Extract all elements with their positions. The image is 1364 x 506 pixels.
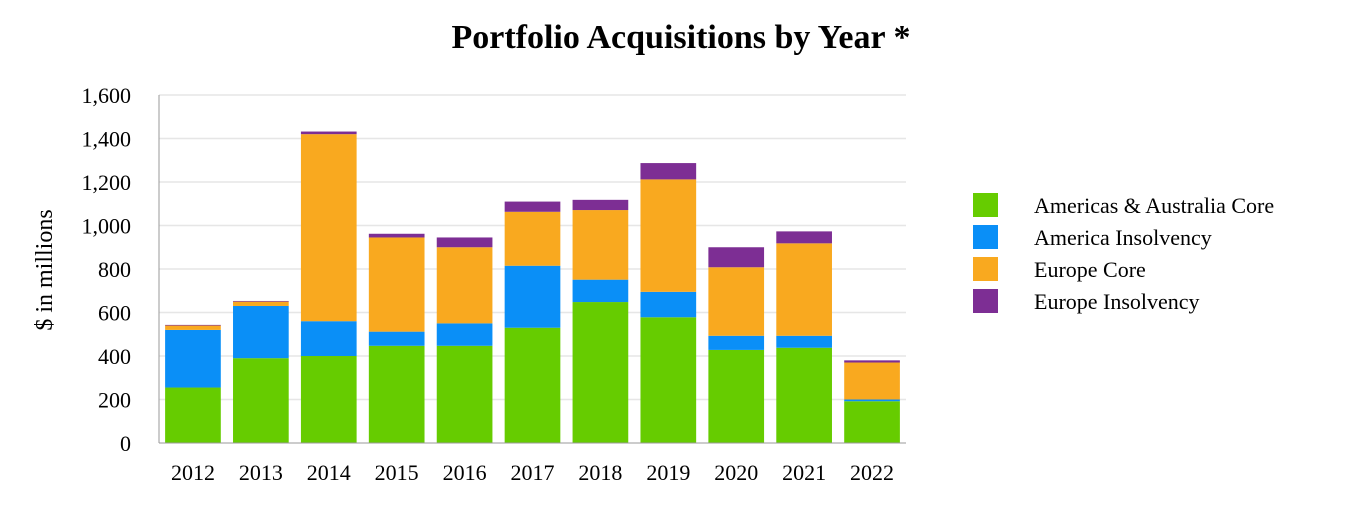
x-axis-ticks: 2012 2013 2014 2015 2016 2017 2018 2019 2020 2021… [171,460,894,485]
bar-segment [708,247,765,268]
bars [165,131,900,443]
x-tick-label: 2015 [375,460,419,485]
bar-segment [776,243,832,336]
x-tick-label: 2013 [239,460,283,485]
y-tick-label: 1,200 [82,170,132,195]
bar-segment [776,335,832,348]
legend-swatch [973,257,998,281]
bar-segment [504,211,561,266]
y-tick-label: 1,000 [82,214,132,239]
bar-segment [844,362,900,400]
bar-segment [844,360,900,363]
y-tick-label: 1,400 [82,127,132,152]
bar-segment [368,233,425,238]
bar-segment [572,279,629,303]
x-tick-label: 2020 [714,460,758,485]
bar-segment [233,305,289,359]
legend-swatch [973,193,998,217]
bar-segment [300,356,357,443]
y-tick-label: 800 [98,257,131,282]
bar-segment [233,358,289,443]
legend-label: Americas & Australia Core [1034,193,1274,218]
bar-segment [572,199,629,211]
bar-segment [436,323,493,346]
bar-segment [233,301,289,306]
y-tick-label: 600 [98,301,131,326]
bar-segment [504,327,561,443]
bar-segment [300,134,357,322]
bar-segment [572,302,629,443]
legend-label: Europe Insolvency [1034,289,1200,314]
x-tick-label: 2017 [511,460,555,485]
legend-label: America Insolvency [1034,225,1212,250]
x-tick-label: 2022 [850,460,894,485]
bar-segment [165,387,221,443]
bar-segment [776,347,832,443]
bar-segment [640,291,697,318]
bar-segment [165,325,221,330]
x-tick-label: 2018 [578,460,622,485]
bar-segment [844,401,900,443]
bar-segment [504,265,561,328]
legend-label: Europe Core [1034,257,1146,282]
bar-segment [368,331,425,346]
y-tick-label: 400 [98,344,131,369]
bar-segment [233,300,289,302]
bar-segment [640,163,697,180]
bar-segment [300,131,357,135]
y-tick-label: 1,600 [82,83,132,108]
legend-swatch [973,225,998,249]
bar-segment [572,210,629,280]
bar-segment [368,237,425,332]
bar-segment [640,317,697,443]
x-tick-label: 2021 [782,460,826,485]
bar-segment [708,335,765,350]
bar-segment [436,237,493,248]
bar-segment [300,321,357,356]
chart-title: Portfolio Acquisitions by Year * [451,19,910,56]
bar-segment [436,345,493,443]
x-tick-label: 2014 [307,460,351,485]
y-axis-ticks: 0 200 400 600 800 1,000 1,200 1,400 1,600 [82,83,132,456]
y-tick-label: 0 [120,431,131,456]
bar-segment [504,201,561,212]
bar-segment [165,329,221,388]
bar-segment [776,231,832,244]
bar-segment [165,324,221,326]
x-tick-label: 2019 [646,460,690,485]
bar-segment [368,345,425,443]
y-tick-label: 200 [98,388,131,413]
legend-swatch [973,289,998,313]
legend: Americas & Australia Core America Insolve… [973,193,1274,314]
x-tick-label: 2016 [443,460,487,485]
bar-segment [436,247,493,324]
x-tick-label: 2012 [171,460,215,485]
bar-segment [640,179,697,292]
bar-segment [708,349,765,443]
bar-segment [708,267,765,336]
y-axis-label: $ in millions [32,209,58,330]
bar-segment [844,399,900,402]
